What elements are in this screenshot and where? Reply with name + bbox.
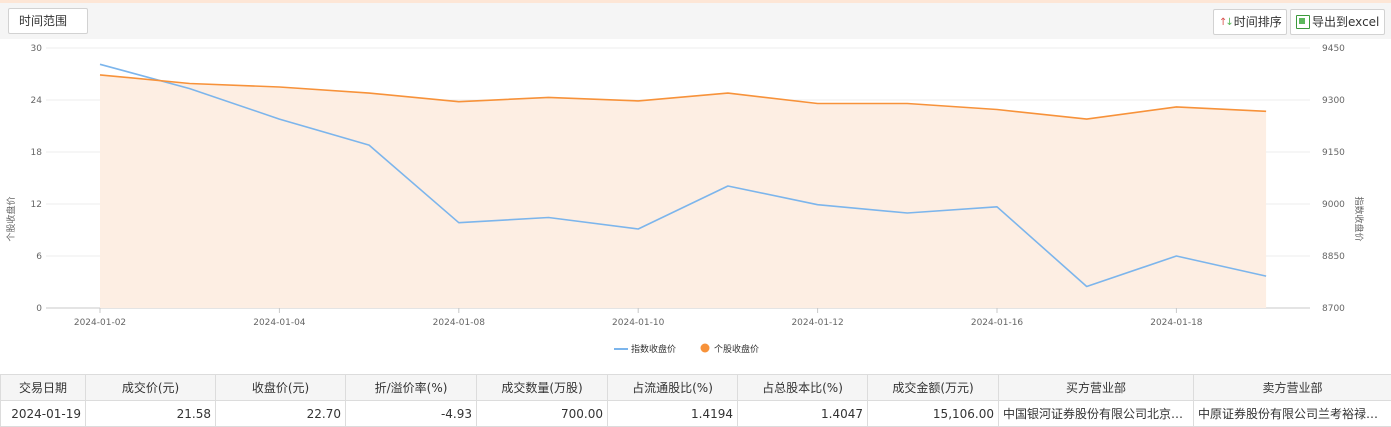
- right-y-tick-label: 9150: [1322, 148, 1345, 158]
- x-tick-label: 2024-01-18: [1150, 318, 1203, 328]
- time-range-button[interactable]: 时间范围: [8, 8, 88, 34]
- table-header-row: 交易日期成交价(元)收盘价(元)折/溢价率(%)成交数量(万股)占流通股比(%)…: [1, 375, 1391, 401]
- x-tick-label: 2024-01-10: [612, 318, 665, 328]
- legend-stock-label: 个股收盘价: [714, 343, 759, 355]
- left-y-tick-label: 30: [31, 44, 43, 54]
- block-trade-table: 交易日期成交价(元)收盘价(元)折/溢价率(%)成交数量(万股)占流通股比(%)…: [0, 374, 1391, 427]
- column-header: 占总股本比(%): [738, 375, 868, 401]
- legend-index-label: 指数收盘价: [631, 343, 676, 355]
- column-header: 成交金额(万元): [868, 375, 999, 401]
- left-y-axis: 0 6 12 18 24 30: [31, 44, 43, 314]
- column-header: 成交价(元): [86, 375, 216, 401]
- table-cell: -4.93: [346, 401, 477, 427]
- x-axis: 2024-01-02 2024-01-04 2024-01-08 2024-01-10…: [74, 308, 1203, 328]
- series-area-stock: [100, 75, 1266, 308]
- right-y-tick-label: 9300: [1322, 96, 1345, 106]
- right-y-tick-label: 9000: [1322, 200, 1345, 210]
- table-cell: 1.4047: [738, 401, 868, 427]
- left-y-axis-label: 个股收盘价: [5, 196, 17, 241]
- x-tick-label: 2024-01-04: [253, 318, 306, 328]
- x-tick-label: 2024-01-16: [971, 318, 1024, 328]
- table-cell: 1.4194: [608, 401, 738, 427]
- table-cell: 15,106.00: [868, 401, 999, 427]
- table-cell: 2024-01-19: [1, 401, 86, 427]
- left-y-tick-label: 6: [36, 252, 42, 262]
- table-cell: 700.00: [477, 401, 608, 427]
- chart-legend[interactable]: 指数收盘价 个股收盘价: [614, 343, 759, 355]
- column-header: 卖方营业部: [1194, 375, 1391, 401]
- price-chart: 0 6 12 18 24 30 8700 8850 9000 9150 9300 9450 2024…: [0, 39, 1391, 369]
- table-cell: 中原证券股份有限公司兰考裕禄…: [1194, 401, 1391, 427]
- time-sort-button[interactable]: ↑↓时间排序: [1213, 9, 1287, 35]
- column-header: 成交数量(万股): [477, 375, 608, 401]
- legend-stock-swatch: [701, 344, 710, 353]
- table-cell: 中国银河证券股份有限公司北京…: [999, 401, 1194, 427]
- table-cell: 21.58: [86, 401, 216, 427]
- left-y-tick-label: 24: [31, 96, 43, 106]
- x-tick-label: 2024-01-02: [74, 318, 126, 328]
- excel-icon: [1296, 15, 1310, 29]
- left-y-tick-label: 0: [36, 304, 42, 314]
- toolbar: 时间范围 ↑↓时间排序 导出到excel: [0, 3, 1391, 39]
- right-y-axis-label: 指数收盘价: [1353, 196, 1365, 241]
- export-excel-label: 导出到excel: [1312, 15, 1379, 29]
- column-header: 交易日期: [1, 375, 86, 401]
- right-y-tick-label: 8850: [1322, 252, 1345, 262]
- left-y-tick-label: 12: [31, 200, 42, 210]
- right-y-tick-label: 9450: [1322, 44, 1345, 54]
- sort-arrows-icon: ↑↓: [1219, 11, 1232, 35]
- export-excel-button[interactable]: 导出到excel: [1290, 9, 1385, 35]
- right-y-axis: 8700 8850 9000 9150 9300 9450: [1322, 44, 1345, 314]
- column-header: 占流通股比(%): [608, 375, 738, 401]
- column-header: 买方营业部: [999, 375, 1194, 401]
- column-header: 收盘价(元): [216, 375, 346, 401]
- column-header: 折/溢价率(%): [346, 375, 477, 401]
- time-sort-label: 时间排序: [1234, 15, 1282, 29]
- left-y-tick-label: 18: [31, 148, 43, 158]
- stock-area-fill: [100, 75, 1266, 308]
- x-tick-label: 2024-01-08: [433, 318, 486, 328]
- x-tick-label: 2024-01-12: [791, 318, 843, 328]
- table-cell: 22.70: [216, 401, 346, 427]
- right-y-tick-label: 8700: [1322, 304, 1345, 314]
